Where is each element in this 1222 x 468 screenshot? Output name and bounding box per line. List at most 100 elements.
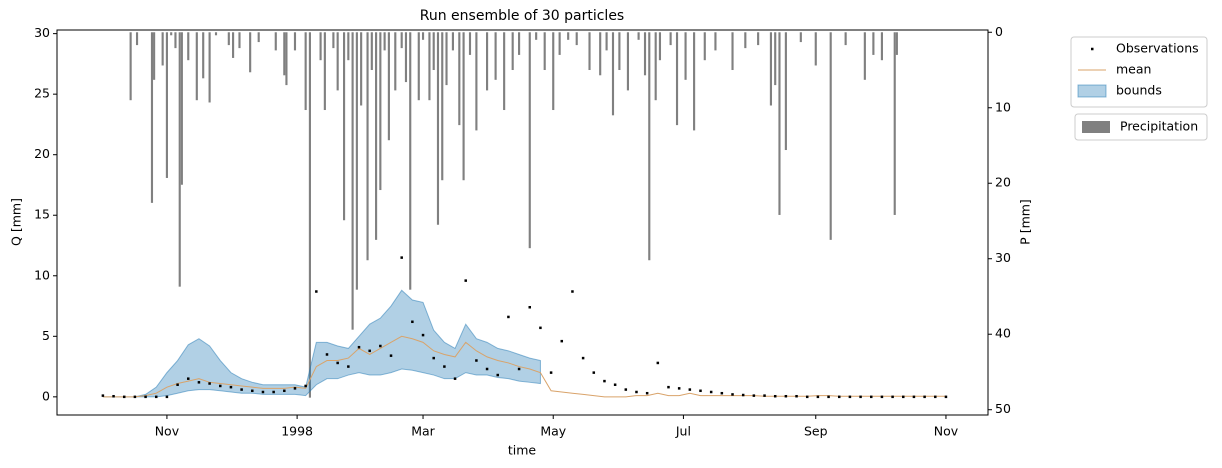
- precipitation-bar: [895, 32, 898, 55]
- precipitation-bar: [332, 32, 335, 49]
- observation-point: [272, 390, 275, 394]
- precipitation-bar: [757, 32, 760, 46]
- observation-point: [112, 394, 115, 398]
- observation-point: [133, 395, 137, 399]
- precipitation-bar: [432, 32, 435, 71]
- precipitation-bar: [658, 32, 662, 61]
- precipitation-bar: [669, 32, 672, 46]
- y-axis-label: Q [mm]: [9, 198, 24, 246]
- observation-point: [475, 359, 478, 362]
- observation-point: [528, 305, 532, 309]
- observation-point: [208, 382, 211, 385]
- x-tick-label: Nov: [155, 424, 180, 439]
- precipitation-bar: [844, 32, 847, 46]
- precipitation-bar: [208, 32, 211, 103]
- observation-point: [304, 384, 307, 388]
- legend-marker: [1082, 121, 1110, 133]
- y-tick-label: 5: [42, 328, 50, 343]
- observation-point: [219, 384, 222, 388]
- precipitation-bar: [769, 32, 773, 106]
- observation-point: [411, 320, 414, 324]
- observation-point: [165, 395, 169, 399]
- x-tick-label: 1998: [281, 424, 313, 439]
- precipitation-bar: [648, 32, 651, 261]
- observation-point: [656, 361, 660, 365]
- observation-point: [923, 395, 926, 399]
- precipitation-bar: [170, 32, 173, 36]
- precipitation-bar: [150, 32, 154, 203]
- observation-point: [549, 371, 553, 374]
- precipitation-bar: [778, 32, 781, 215]
- precipitation-bar: [684, 32, 687, 80]
- precipitation-bar: [814, 32, 817, 66]
- legend-marker: [1091, 47, 1094, 51]
- observation-point: [720, 391, 724, 395]
- observation-point: [624, 388, 628, 391]
- observation-point: [240, 388, 243, 391]
- observation-point: [677, 387, 681, 390]
- precipitation-bar: [379, 32, 382, 191]
- precipitation-bar: [575, 32, 578, 46]
- precipitation-bar: [462, 32, 465, 181]
- precipitation-bar: [387, 32, 390, 141]
- observation-point: [453, 377, 457, 380]
- observation-point: [773, 394, 777, 398]
- observation-point: [934, 395, 937, 399]
- precipitation-bar: [187, 32, 190, 61]
- precipitation-bar: [654, 32, 657, 101]
- precipitation-bar: [417, 32, 420, 101]
- precipitation-bar: [703, 32, 706, 61]
- precipitation-bar: [535, 32, 538, 40]
- precipitation-bar: [355, 32, 358, 290]
- precipitation-bar: [343, 32, 346, 221]
- precipitation-bar: [799, 32, 802, 43]
- observation-point: [944, 395, 948, 399]
- observation-point: [752, 394, 756, 397]
- precipitation-bar: [494, 32, 497, 80]
- y2-tick-label: 50: [995, 401, 1011, 416]
- precipitation-bar: [486, 32, 489, 91]
- x-tick-label: May: [540, 424, 566, 439]
- observation-point: [293, 387, 297, 390]
- precipitation-bar: [511, 32, 514, 71]
- precipitation-bar: [693, 32, 696, 131]
- observation-point: [581, 356, 585, 360]
- observation-point: [827, 395, 830, 399]
- precipitation-bar: [588, 32, 591, 71]
- precipitation-bar: [161, 32, 164, 66]
- observation-point: [784, 394, 788, 398]
- precipitation-bar: [599, 32, 602, 76]
- legend-marker: [1077, 84, 1107, 98]
- mean-line: [102, 335, 946, 398]
- observation-point: [496, 373, 499, 377]
- observation-point: [667, 385, 670, 389]
- precipitation-bar: [347, 32, 350, 61]
- observation-point: [880, 395, 884, 399]
- y2-tick-label: 30: [995, 250, 1011, 265]
- y-tick-label: 10: [34, 267, 50, 282]
- precipitation-bar: [375, 32, 378, 240]
- observation-point: [731, 393, 734, 396]
- precipitation-bar: [744, 32, 747, 49]
- precipitation-bar: [445, 32, 448, 86]
- precipitation-bar: [308, 32, 311, 398]
- observation-point: [805, 395, 809, 399]
- observation-point: [389, 354, 393, 357]
- precipitation-bar: [249, 32, 252, 73]
- precipitation-bar: [421, 32, 425, 40]
- precipitation-bar: [774, 32, 777, 86]
- observation-point: [870, 395, 873, 399]
- legend-label: Observations: [1116, 41, 1199, 56]
- observation-point: [251, 389, 254, 393]
- precipitation-bar: [370, 32, 373, 71]
- plot-area: [101, 32, 948, 399]
- y2-tick-label: 20: [995, 175, 1011, 190]
- precipitation-bar: [351, 32, 354, 330]
- precipitation-bar: [304, 32, 307, 111]
- observation-point: [891, 395, 894, 399]
- precipitation-bar: [404, 32, 408, 83]
- observation-point: [763, 394, 766, 397]
- legend-label: Precipitation: [1120, 119, 1198, 134]
- precipitation-bar: [518, 32, 521, 55]
